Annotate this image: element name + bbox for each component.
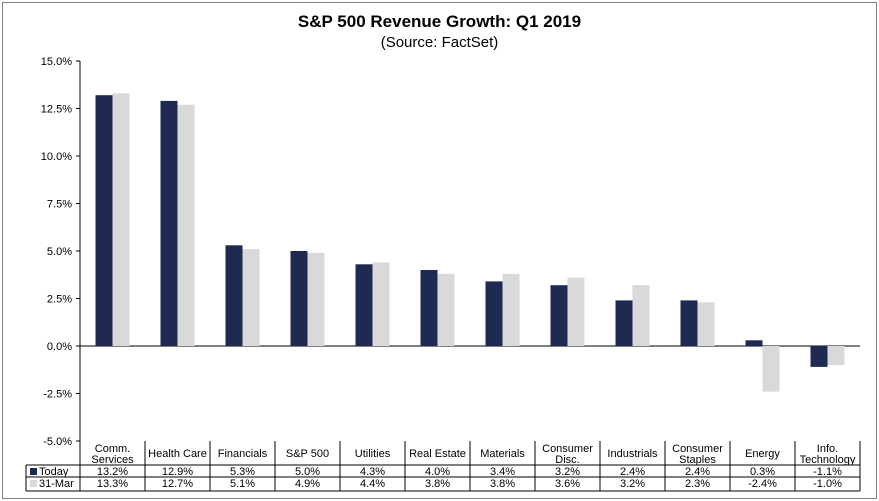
category-label: Energy (745, 448, 780, 460)
y-tick-label: 5.0% (47, 246, 72, 258)
category-label: Staples (679, 454, 716, 466)
value-label: 3.8% (490, 478, 515, 490)
value-label: 3.2% (620, 478, 645, 490)
bar-mar31 (307, 252, 325, 346)
value-label: 4.4% (360, 478, 385, 490)
bar-mar31 (372, 262, 390, 346)
value-label: -1.0% (813, 478, 842, 490)
bar-mar31 (697, 302, 715, 346)
value-label: 2.4% (685, 466, 710, 478)
value-label: 4.0% (425, 466, 450, 478)
y-tick-label: 10.0% (41, 151, 72, 163)
value-label: 3.6% (555, 478, 580, 490)
category-label: Info. (817, 443, 838, 455)
y-tick-label: 12.5% (41, 104, 72, 116)
bar-today (485, 281, 503, 346)
category-label: Financials (218, 448, 268, 460)
bar-today (745, 340, 763, 346)
bar-today (355, 264, 373, 346)
axis-layer: 15.0% 12.5% 10.0% 7.5% 5.0% 2.5% 0.0% -2.5% -5.0… (41, 56, 860, 448)
bar-mar31 (632, 285, 650, 346)
category-label: S&P 500 (286, 448, 329, 460)
value-label: 5.1% (230, 478, 255, 490)
category-label: Comm. (95, 443, 130, 455)
value-label: 4.9% (295, 478, 320, 490)
bar-today (680, 300, 698, 346)
category-label: Health Care (148, 448, 207, 460)
bar-mar31 (762, 346, 780, 392)
legend-swatch-today (30, 468, 37, 475)
value-label: 2.4% (620, 466, 645, 478)
bar-today (95, 95, 113, 346)
value-label: 12.7% (162, 478, 193, 490)
bar-mar31 (112, 93, 130, 346)
bar-mar31 (177, 104, 195, 346)
chart-subtitle: (Source: FactSet) (380, 34, 499, 51)
legend-swatch-mar31 (30, 480, 37, 487)
value-label: 0.3% (750, 466, 775, 478)
bar-mar31 (502, 273, 520, 346)
value-label: 3.4% (490, 466, 515, 478)
bar-mar31 (567, 277, 585, 346)
category-label: Technology (800, 454, 856, 466)
y-tick-label: 2.5% (47, 294, 72, 306)
category-label: Disc. (555, 454, 579, 466)
bar-today (290, 251, 308, 346)
value-label: 5.3% (230, 466, 255, 478)
value-label: 5.0% (295, 466, 320, 478)
value-label: 13.2% (97, 466, 128, 478)
bar-today (615, 300, 633, 346)
value-label: -2.4% (748, 478, 777, 490)
value-label: -1.1% (813, 466, 842, 478)
category-label: Consumer (542, 443, 593, 455)
data-table: Comm.Services Health Care Financials S&P 50… (25, 441, 861, 492)
y-tick-label: 15.0% (41, 56, 72, 68)
bar-today (550, 285, 568, 346)
value-label: 3.8% (425, 478, 450, 490)
category-label: Industrials (607, 448, 658, 460)
y-tick-label: -5.0% (43, 436, 72, 448)
y-tick-label: -2.5% (43, 389, 72, 401)
category-label: Services (91, 454, 134, 466)
category-label: Utilities (355, 448, 391, 460)
bar-layer (95, 93, 845, 392)
chart-title: S&P 500 Revenue Growth: Q1 2019 (297, 12, 582, 31)
value-label: 3.2% (555, 466, 580, 478)
bar-mar31 (827, 346, 845, 365)
bar-today (160, 100, 178, 347)
category-label: Materials (480, 448, 525, 460)
bar-today (810, 346, 828, 367)
value-label: 2.3% (685, 478, 710, 490)
legend-label-today: Today (39, 466, 69, 478)
y-tick-label: 0.0% (47, 341, 72, 353)
legend-label-mar31: 31-Mar (39, 478, 74, 490)
category-label: Consumer (672, 443, 723, 455)
value-label: 13.3% (97, 478, 128, 490)
bar-mar31 (437, 273, 455, 346)
value-label: 4.3% (360, 466, 385, 478)
value-label: 12.9% (162, 466, 193, 478)
category-label: Real Estate (409, 448, 466, 460)
bar-today (225, 245, 243, 346)
bar-mar31 (242, 249, 260, 346)
y-tick-label: 7.5% (47, 199, 72, 211)
bar-today (420, 270, 438, 346)
